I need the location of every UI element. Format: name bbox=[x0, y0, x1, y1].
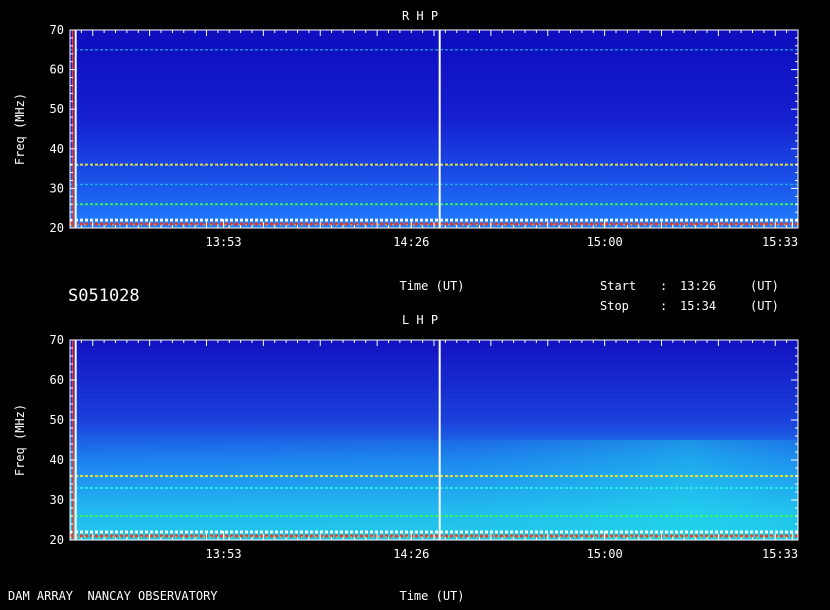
lhp-xtick-label: 15:00 bbox=[587, 547, 623, 561]
lhp-title: L H P bbox=[402, 313, 438, 327]
lhp-xtick-label: 15:33 bbox=[762, 547, 798, 561]
stop-separator: : bbox=[660, 299, 667, 313]
stop-time: 15:34 bbox=[680, 299, 716, 313]
rhp-x-axis: 13:53 14:26 15:00 15:33 bbox=[69, 30, 799, 249]
lhp-y-label: Freq (MHz) bbox=[13, 404, 27, 476]
observation-id: S051028 bbox=[68, 286, 140, 306]
stop-unit: (UT) bbox=[750, 299, 779, 313]
lhp-xtick-label: 14:26 bbox=[393, 547, 429, 561]
lhp-y-axis: 20 30 40 50 60 70 bbox=[50, 333, 798, 547]
lhp-ytick-label: 70 bbox=[50, 333, 64, 347]
lhp-x-axis: 13:53 14:26 15:00 15:33 bbox=[69, 340, 799, 561]
rhp-title: R H P bbox=[402, 9, 438, 23]
start-time: 13:26 bbox=[680, 279, 716, 293]
start-unit: (UT) bbox=[750, 279, 779, 293]
rhp-ytick-label: 50 bbox=[50, 102, 64, 116]
stop-label: Stop bbox=[600, 299, 629, 313]
lhp-ytick-label: 40 bbox=[50, 453, 64, 467]
rhp-ytick-label: 60 bbox=[50, 63, 64, 77]
lhp-ytick-label: 50 bbox=[50, 413, 64, 427]
lhp-ytick-label: 20 bbox=[50, 533, 64, 547]
rhp-y-label: Freq (MHz) bbox=[13, 93, 27, 165]
lhp-x-label: Time (UT) bbox=[399, 589, 464, 603]
lhp-ytick-label: 30 bbox=[50, 493, 64, 507]
rhp-x-label: Time (UT) bbox=[399, 279, 464, 293]
lhp-vertical-lines bbox=[71, 340, 441, 540]
observation-info: S051028 Start : 13:26 (UT) Stop : 15:34 … bbox=[68, 279, 779, 313]
rhp-ytick-label: 70 bbox=[50, 23, 64, 37]
lhp-ytick-label: 60 bbox=[50, 373, 64, 387]
rhp-y-axis: 20 30 40 50 60 70 bbox=[50, 23, 798, 235]
rhp-ytick-label: 40 bbox=[50, 142, 64, 156]
rhp-spectrogram bbox=[70, 30, 798, 228]
rhp-xtick-label: 15:33 bbox=[762, 235, 798, 249]
lhp-spectrogram-brightening bbox=[70, 440, 798, 540]
rhp-xtick-label: 15:00 bbox=[587, 235, 623, 249]
lhp-xtick-label: 13:53 bbox=[206, 547, 242, 561]
start-separator: : bbox=[660, 279, 667, 293]
rhp-xtick-label: 14:26 bbox=[393, 235, 429, 249]
rhp-vertical-lines bbox=[71, 30, 441, 228]
start-label: Start bbox=[600, 279, 636, 293]
rhp-xtick-label: 13:53 bbox=[206, 235, 242, 249]
observatory-credit: DAM ARRAY NANCAY OBSERVATORY bbox=[8, 589, 218, 603]
rhp-ytick-label: 20 bbox=[50, 221, 64, 235]
rhp-ytick-label: 30 bbox=[50, 181, 64, 195]
